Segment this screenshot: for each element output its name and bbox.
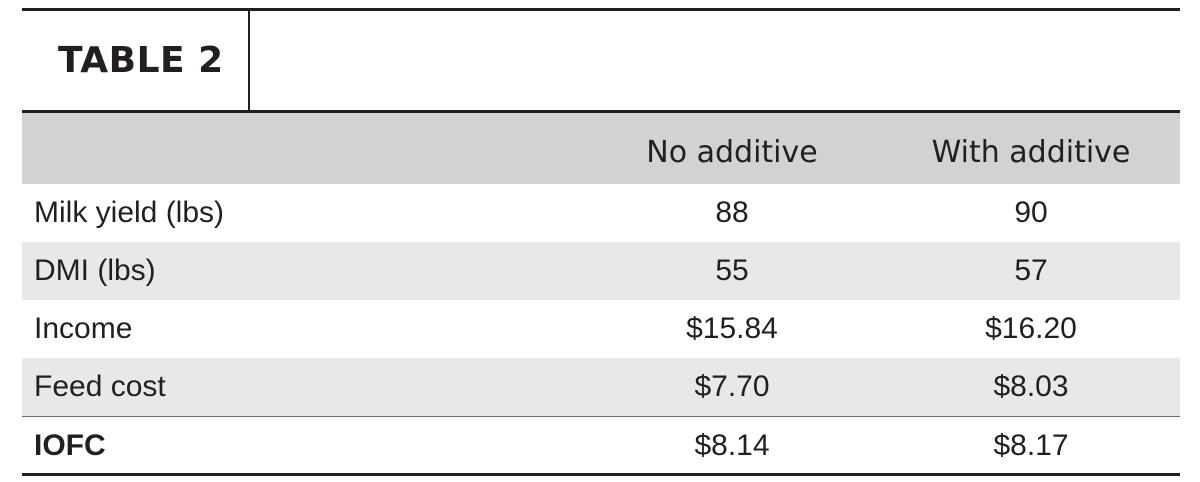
bottom-rule <box>22 473 1180 476</box>
row-label: Income <box>22 300 582 358</box>
row-label: Feed cost <box>22 358 582 417</box>
cell-with-additive: 90 <box>882 184 1180 242</box>
table-row: Feed cost $7.70 $8.03 <box>22 358 1180 417</box>
table-row: Milk yield (lbs) 88 90 <box>22 184 1180 242</box>
header-rule <box>22 110 1180 113</box>
table-row: Income $15.84 $16.20 <box>22 300 1180 358</box>
cell-with-additive: 57 <box>882 242 1180 300</box>
table-row-total: IOFC $8.14 $8.17 <box>22 416 1180 474</box>
title-divider <box>248 11 250 110</box>
data-table: No additive With additive Milk yield (lb… <box>22 113 1180 474</box>
cell-no-additive: 55 <box>582 242 882 300</box>
cell-no-additive: 88 <box>582 184 882 242</box>
table-row: DMI (lbs) 55 57 <box>22 242 1180 300</box>
cell-with-additive: $16.20 <box>882 300 1180 358</box>
column-header-with-additive: With additive <box>882 113 1180 184</box>
cell-no-additive: $7.70 <box>582 358 882 417</box>
column-header-row: No additive With additive <box>22 113 1180 184</box>
row-label: IOFC <box>22 416 582 474</box>
column-header-label <box>22 113 582 184</box>
cell-no-additive: $8.14 <box>582 416 882 474</box>
top-rule <box>22 8 1180 11</box>
cell-with-additive: $8.03 <box>882 358 1180 417</box>
cell-with-additive: $8.17 <box>882 416 1180 474</box>
table-title: TABLE 2 <box>58 40 224 81</box>
cell-no-additive: $15.84 <box>582 300 882 358</box>
row-label: Milk yield (lbs) <box>22 184 582 242</box>
row-label: DMI (lbs) <box>22 242 582 300</box>
table-figure: TABLE 2 No additive With additive Milk y… <box>22 8 1180 476</box>
column-header-no-additive: No additive <box>582 113 882 184</box>
